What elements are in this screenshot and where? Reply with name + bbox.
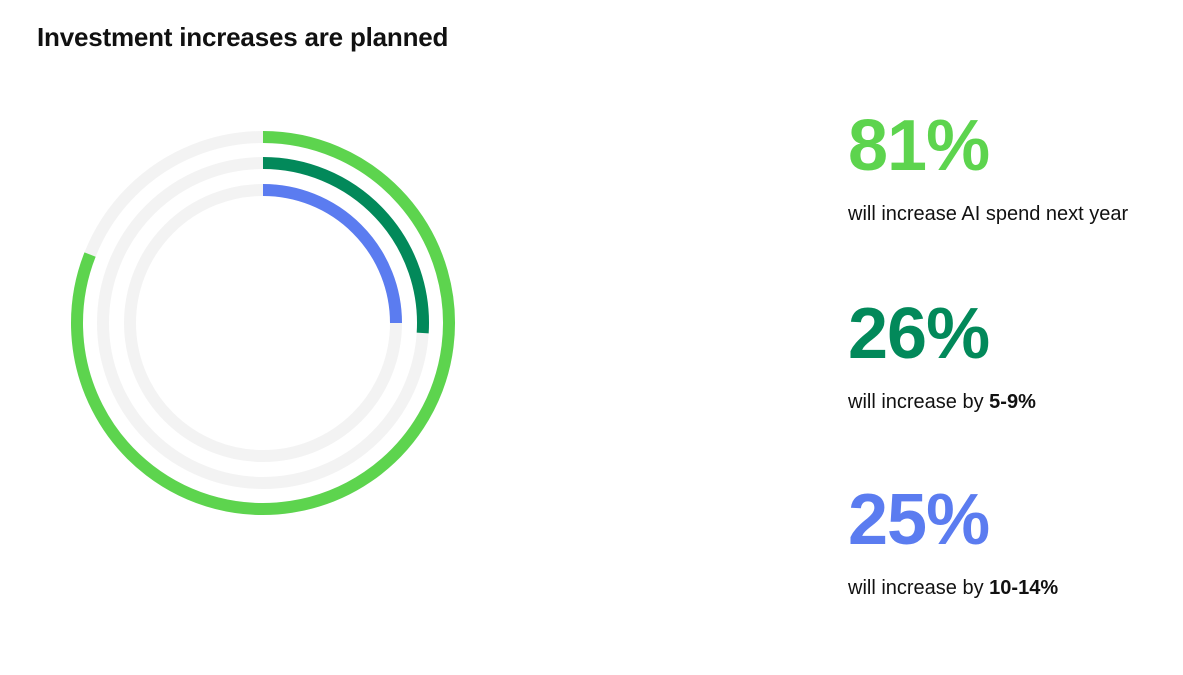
stat-caption-bold: 10-14%	[989, 577, 1059, 599]
stat-increase-5-9: 26% will increase by 5-9%	[848, 294, 1183, 414]
stat-caption-text: will increase by	[848, 391, 990, 413]
stat-increase-10-14: 25% will increase by 10-14%	[848, 480, 1183, 600]
stat-value: 81%	[848, 106, 990, 186]
ring-arc-3	[262, 184, 402, 324]
stat-value: 26%	[848, 294, 990, 374]
stats-panel: 81% will increase AI spend next year 26%…	[848, 0, 1183, 675]
ring-arc-2	[262, 157, 429, 334]
stat-caption: will increase by 10-14%	[848, 576, 1183, 600]
stat-caption: will increase by 5-9%	[848, 390, 1183, 414]
stat-caption-bold: 5-9%	[989, 391, 1036, 413]
stat-caption: will increase AI spend next year	[848, 202, 1183, 226]
ring-arc-1	[71, 131, 455, 515]
stat-caption-text: will increase by	[848, 577, 990, 599]
radial-chart	[71, 131, 455, 515]
stat-ai-spend: 81% will increase AI spend next year	[848, 106, 1183, 226]
ring-arcs	[71, 131, 455, 515]
stat-caption-text: will increase AI spend next year	[848, 203, 1129, 225]
chart-title: Investment increases are planned	[37, 22, 449, 52]
stat-value: 25%	[848, 480, 990, 560]
